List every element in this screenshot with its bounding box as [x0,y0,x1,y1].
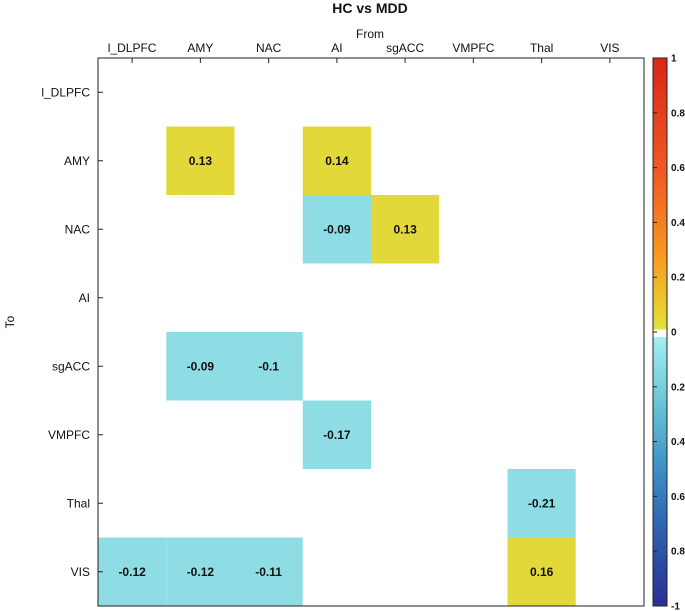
y-tick-label-vis: VIS [71,565,90,579]
colorbar-tick-label: 1 [671,54,677,65]
x-tick-label-vmpfc: VMPFC [452,41,494,55]
chart-title: HC vs MDD [332,0,407,16]
cell-amy-to-vis [166,537,235,606]
cell-label-ai-to-nac: -0.09 [323,222,351,236]
y-tick-label-amy: AMY [64,154,90,168]
colorbar-tick-label: 0.2 [671,273,685,284]
cell-label-amy-to-vis: -0.12 [187,565,215,579]
colorbar: 1 0.8 0.6 0.4 0.2 0 0.2 0.4 0.6 0.8 -1 [652,54,685,611]
x-tick-label-nac: NAC [256,41,282,55]
cell-ai-to-amy [302,126,371,195]
cell-label-thal-to-thal: -0.21 [528,496,556,510]
colorbar-tick-label: 0.4 [671,437,685,448]
cell-label-ai-to-vmpfc: -0.17 [323,428,351,442]
y-tick-label-vmpfc: VMPFC [48,428,90,442]
cell-ai-to-vmpfc [302,400,371,469]
cell-label-nac-to-sgacc: -0.1 [258,359,279,373]
x-tick-label-amy: AMY [187,41,213,55]
x-tick-label-l-dlpfc: l_DLPFC [108,41,157,55]
cell-l-dlpfc-to-vis [98,537,167,606]
y-tick-label-nac: NAC [65,222,91,236]
cell-label-thal-to-vis: 0.16 [530,565,554,579]
y-tick-label-l-dlpfc: l_DLPFC [41,85,90,99]
x-tick-label-vis: VIS [600,41,619,55]
cell-thal-to-thal [507,469,576,538]
cell-thal-to-vis [507,537,576,606]
cell-amy-to-amy [166,126,235,195]
plot-frame [97,57,645,607]
colorbar-tick-label: 0.6 [671,492,685,503]
x-tick-label-ai: AI [331,41,342,55]
cell-nac-to-sgacc [234,332,303,401]
labels-layer: l_DLPFC AMY NAC AI sgACC VMPFC Thal VIS l_DLPFC A… [41,41,619,579]
colorbar-tick-label: 0.2 [671,382,685,393]
colorbar-tick-label: 0.8 [671,108,685,119]
cell-label-ai-to-amy: 0.14 [325,154,349,168]
cell-label-amy-to-amy: 0.13 [189,154,213,168]
colorbar-tick-label: 0.8 [671,547,685,558]
y-axis-title: To [3,315,17,328]
y-tick-label-sgacc: sgACC [52,359,90,373]
colorbar-tick-label: 0.4 [671,218,685,229]
cell-nac-to-vis [234,537,303,606]
x-tick-label-thal: Thal [530,41,553,55]
colorbar-tick-label: -1 [671,602,680,611]
x-tick-label-sgacc: sgACC [386,41,424,55]
y-tick-label-ai: AI [79,291,90,305]
cell-ai-to-nac [302,195,371,264]
x-axis-title: From [356,27,384,41]
cell-amy-to-sgacc [166,332,235,401]
colorbar-tick-label: 0 [671,328,677,339]
y-tick-label-thal: Thal [67,496,90,510]
cell-label-amy-to-sgacc: -0.09 [187,359,215,373]
cell-label-nac-to-vis: -0.11 [255,565,282,579]
colorbar-tick-label: 0.6 [671,163,685,174]
cell-sgacc-to-nac [371,195,440,264]
cell-label-sgacc-to-nac: 0.13 [393,222,417,236]
cell-label-l-dlpfc-to-vis: -0.12 [118,565,146,579]
ticks-layer [98,58,611,573]
cells-layer [98,126,576,606]
